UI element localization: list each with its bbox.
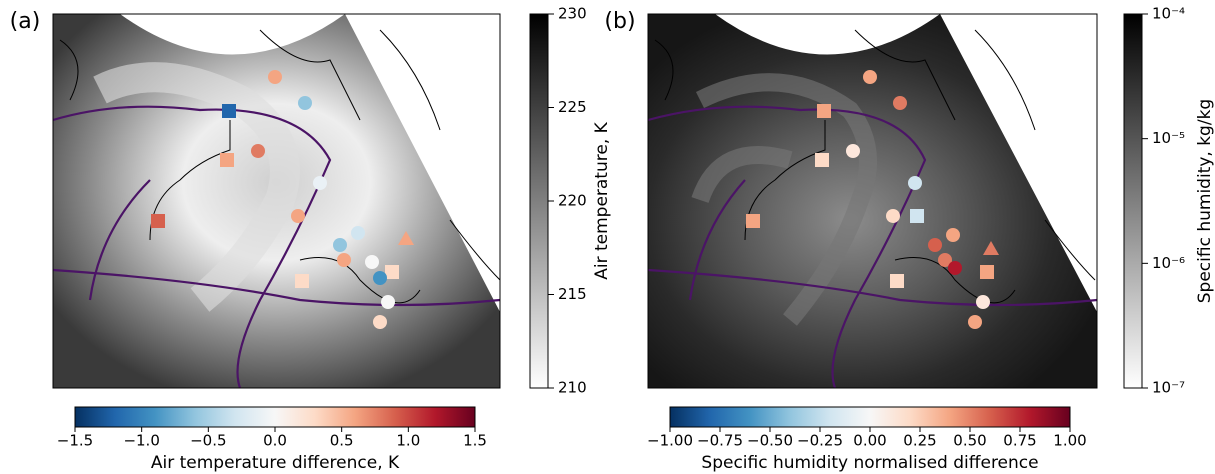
colorbar-tick-label: 10⁻⁶ bbox=[1152, 254, 1185, 272]
station-marker bbox=[398, 231, 414, 245]
panel-label: (b) bbox=[604, 9, 635, 34]
station-marker bbox=[846, 144, 860, 158]
map-frame bbox=[52, 13, 501, 389]
station-marker bbox=[151, 214, 165, 228]
station-marker bbox=[373, 315, 387, 329]
colorbar-tick-label: 10⁻⁵ bbox=[1152, 129, 1185, 147]
station-marker bbox=[863, 70, 877, 84]
station-marker bbox=[351, 226, 365, 240]
station-marker bbox=[220, 153, 234, 167]
field bbox=[648, 14, 1097, 388]
colorbar-label: Specific humidity, kg/kg bbox=[1195, 99, 1215, 303]
station-marker bbox=[908, 176, 922, 190]
colorbar-tick-label: 10⁻⁷ bbox=[1152, 379, 1185, 397]
colorbar-tick-label: 220 bbox=[558, 192, 587, 210]
station-marker bbox=[976, 295, 990, 309]
diff-colorbar-tick-label: 0.00 bbox=[853, 432, 886, 450]
field-band bbox=[93, 62, 300, 312]
station-marker bbox=[928, 238, 942, 252]
colorbar-tick-label: 230 bbox=[558, 5, 587, 23]
diff-colorbar-tick-label: −0.25 bbox=[797, 432, 843, 450]
station-marker bbox=[295, 274, 309, 288]
diff-colorbar-tick-label: −0.75 bbox=[697, 432, 743, 450]
panel-label: (a) bbox=[10, 9, 41, 34]
station-marker bbox=[968, 315, 982, 329]
diff-colorbar-tick-label: 0.0 bbox=[263, 432, 287, 450]
diff-colorbar-tick-label: 1.00 bbox=[1053, 432, 1086, 450]
stations bbox=[151, 70, 414, 329]
colorbar-label: Air temperature, K bbox=[592, 121, 612, 279]
station-marker bbox=[938, 253, 952, 267]
station-marker bbox=[385, 265, 399, 279]
diff-colorbar-tick-label: −0.50 bbox=[747, 432, 793, 450]
station-marker bbox=[268, 70, 282, 84]
station-marker bbox=[890, 274, 904, 288]
coastline bbox=[59, 29, 501, 304]
diff-colorbar-label: Air temperature difference, K bbox=[151, 453, 400, 473]
diff-colorbar-label: Specific humidity normalised difference bbox=[701, 453, 1038, 473]
diff-colorbar bbox=[74, 406, 476, 428]
colorbar bbox=[529, 13, 549, 389]
diff-colorbar-tick-label: 0.50 bbox=[953, 432, 986, 450]
station-marker bbox=[337, 253, 351, 267]
diff-colorbar-tick-label: −1.5 bbox=[57, 432, 93, 450]
colorbar-tick-label: 225 bbox=[558, 98, 587, 116]
station-marker bbox=[373, 271, 387, 285]
station-marker bbox=[291, 209, 305, 223]
diff-colorbar-tick-label: −1.0 bbox=[123, 432, 159, 450]
station-marker bbox=[817, 104, 831, 118]
colorbar-tick-label: 10⁻⁴ bbox=[1152, 5, 1185, 23]
diff-colorbar-tick-label: 0.75 bbox=[1003, 432, 1036, 450]
contour bbox=[647, 105, 1098, 389]
diff-colorbar-tick-label: −1.00 bbox=[647, 432, 693, 450]
station-marker bbox=[983, 241, 999, 255]
station-marker bbox=[333, 238, 347, 252]
map-frame bbox=[647, 13, 1098, 389]
map-a bbox=[52, 13, 501, 389]
diff-colorbar-tick-label: 1.5 bbox=[463, 432, 487, 450]
station-marker bbox=[313, 176, 327, 190]
station-marker bbox=[948, 261, 962, 275]
diff-colorbar-tick-label: −0.5 bbox=[190, 432, 226, 450]
diff-colorbar-tick-label: 0.5 bbox=[330, 432, 354, 450]
contour bbox=[52, 105, 501, 389]
station-marker bbox=[886, 209, 900, 223]
diff-colorbar-tick-label: 0.25 bbox=[903, 432, 936, 450]
station-marker bbox=[251, 144, 265, 158]
stations bbox=[746, 70, 999, 329]
diff-colorbar bbox=[669, 406, 1071, 428]
station-marker bbox=[910, 209, 924, 223]
station-marker bbox=[746, 214, 760, 228]
field-band bbox=[691, 73, 877, 326]
coastline bbox=[654, 29, 1096, 304]
colorbar-tick-label: 215 bbox=[558, 285, 587, 303]
station-marker bbox=[893, 96, 907, 110]
station-marker bbox=[298, 96, 312, 110]
map-b bbox=[647, 13, 1098, 389]
colorbar bbox=[1123, 13, 1143, 389]
station-marker bbox=[381, 295, 395, 309]
colorbar-tick-label: 210 bbox=[558, 379, 587, 397]
station-marker bbox=[222, 104, 236, 118]
station-marker bbox=[815, 153, 829, 167]
station-marker bbox=[980, 265, 994, 279]
station-marker bbox=[365, 255, 379, 269]
station-marker bbox=[946, 228, 960, 242]
diff-colorbar-tick-label: 1.0 bbox=[396, 432, 420, 450]
